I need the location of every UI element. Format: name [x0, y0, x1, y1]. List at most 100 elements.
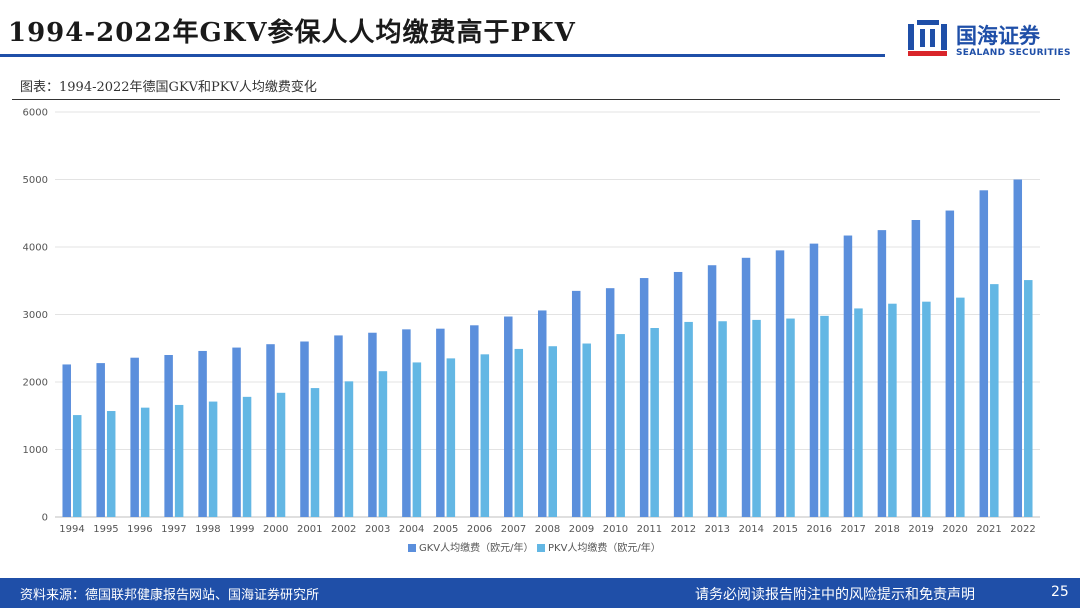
x-tick-label: 2003 — [365, 524, 390, 535]
pkv-bar-2015 — [786, 318, 795, 517]
pkv-bar-1996 — [140, 407, 150, 517]
x-tick-label: 2019 — [908, 524, 933, 535]
footer-source: 资料来源：德国联邦健康报告网站、国海证券研究所 — [20, 588, 320, 603]
x-tick-label: 2012 — [671, 524, 696, 535]
x-tick-label: 1995 — [93, 524, 118, 535]
gkv-bar-1997 — [164, 355, 173, 517]
gkv-bar-2019 — [911, 220, 921, 517]
gkv-bar-2009 — [571, 290, 581, 517]
caption-divider — [12, 99, 1060, 100]
legend-pkv-swatch — [537, 544, 545, 552]
y-tick-label: 5000 — [23, 175, 48, 186]
gkv-bar-2006 — [470, 325, 479, 517]
pkv-bar-2016 — [820, 315, 829, 517]
pkv-bar-1999 — [242, 396, 252, 517]
legend-gkv-label: GKV人均缴费（欧元/年） — [419, 541, 534, 554]
pkv-bar-2009 — [582, 343, 591, 517]
pkv-bar-2021 — [990, 284, 999, 517]
pkv-bar-1998 — [208, 401, 218, 517]
x-tick-label: 1997 — [161, 524, 186, 535]
gkv-bar-2011 — [639, 278, 649, 517]
pkv-bar-2003 — [378, 371, 388, 517]
x-tick-label: 2011 — [637, 524, 662, 535]
pkv-bar-2010 — [616, 334, 625, 517]
pkv-bar-2012 — [684, 321, 693, 517]
pkv-bar-2014 — [752, 319, 761, 517]
company-logo: 国海证券 SEALAND SECURITIES — [908, 18, 1071, 62]
x-tick-label: 2018 — [874, 524, 899, 535]
x-tick-label: 2015 — [773, 524, 798, 535]
y-tick-label: 1000 — [23, 445, 48, 456]
x-tick-label: 2002 — [331, 524, 356, 535]
x-tick-label: 1996 — [127, 524, 152, 535]
x-tick-label: 2017 — [840, 524, 865, 535]
x-tick-label: 2020 — [942, 524, 967, 535]
y-tick-label: 6000 — [23, 108, 48, 119]
pkv-bar-2004 — [412, 362, 422, 517]
x-tick-label: 2001 — [297, 524, 322, 535]
gkv-bar-1994 — [62, 364, 71, 517]
y-tick-label: 4000 — [23, 243, 48, 254]
footer-bar: 资料来源：德国联邦健康报告网站、国海证券研究所 请务必阅读报告附注中的风险提示和… — [0, 578, 1080, 608]
pkv-bar-2002 — [344, 381, 354, 517]
x-tick-label: 2005 — [433, 524, 458, 535]
gkv-bar-2013 — [707, 265, 717, 517]
figure-caption: 图表：1994-2022年德国GKV和PKV人均缴费变化 — [20, 80, 317, 95]
gkv-bar-1995 — [96, 363, 105, 517]
gkv-bar-2002 — [334, 335, 343, 517]
title-divider — [0, 54, 885, 57]
x-tick-label: 2014 — [739, 524, 764, 535]
x-tick-label: 2021 — [976, 524, 1001, 535]
gkv-bar-2012 — [673, 271, 683, 517]
x-tick-label: 2007 — [501, 524, 526, 535]
pkv-bar-2006 — [480, 354, 490, 517]
x-tick-label: 2000 — [263, 524, 288, 535]
gkv-bar-2015 — [775, 250, 785, 517]
gkv-bar-2010 — [605, 288, 615, 517]
legend-gkv-swatch — [408, 544, 416, 552]
pkv-bar-2000 — [276, 392, 286, 517]
gkv-bar-1998 — [198, 350, 207, 517]
y-tick-label: 2000 — [23, 378, 48, 389]
sealand-logo-icon — [908, 20, 947, 56]
gkv-bar-2005 — [436, 328, 445, 517]
pkv-bar-1994 — [72, 415, 82, 517]
x-tick-label: 2016 — [806, 524, 831, 535]
x-tick-label: 1999 — [229, 524, 254, 535]
pkv-bar-2008 — [548, 346, 557, 517]
x-tick-label: 2004 — [399, 524, 424, 535]
gkv-bar-2001 — [300, 341, 309, 517]
x-tick-label: 2022 — [1010, 524, 1035, 535]
page-title: 1994-2022年GKV参保人人均缴费高于PKV — [8, 18, 576, 48]
footer-disclaimer: 请务必阅读报告附注中的风险提示和免责声明 — [695, 587, 975, 603]
gkv-bar-2004 — [402, 329, 411, 517]
pkv-bar-2022 — [1024, 280, 1033, 517]
x-tick-label: 2009 — [569, 524, 594, 535]
x-tick-label: 1998 — [195, 524, 220, 535]
pkv-bar-2019 — [922, 301, 931, 517]
logo-english-name: SEALAND SECURITIES — [956, 48, 1071, 58]
gkv-bar-2017 — [843, 235, 853, 517]
gkv-bar-2016 — [809, 243, 819, 517]
gkv-bar-2007 — [504, 316, 513, 517]
gkv-bar-1996 — [130, 357, 139, 517]
gkv-bar-2014 — [741, 257, 751, 517]
gkv-bar-2003 — [368, 332, 377, 517]
gkv-bar-2008 — [538, 310, 547, 517]
x-tick-label: 1994 — [59, 524, 84, 535]
gkv-bar-2020 — [945, 210, 955, 518]
legend-pkv-label: PKV人均缴费（欧元/年） — [548, 541, 661, 554]
pkv-bar-1997 — [174, 404, 184, 517]
pkv-bar-1995 — [106, 411, 116, 517]
pkv-bar-2001 — [310, 388, 320, 517]
pkv-bar-2017 — [854, 308, 863, 517]
x-tick-label: 2006 — [467, 524, 492, 535]
x-tick-label: 2013 — [705, 524, 730, 535]
gkv-bar-2021 — [979, 190, 989, 518]
gkv-bar-2018 — [877, 230, 887, 517]
pkv-bar-2018 — [888, 303, 897, 517]
pkv-bar-2007 — [514, 348, 524, 517]
pkv-bar-2011 — [650, 328, 659, 517]
gkv-bar-2022 — [1013, 179, 1023, 517]
x-tick-label: 2010 — [603, 524, 628, 535]
